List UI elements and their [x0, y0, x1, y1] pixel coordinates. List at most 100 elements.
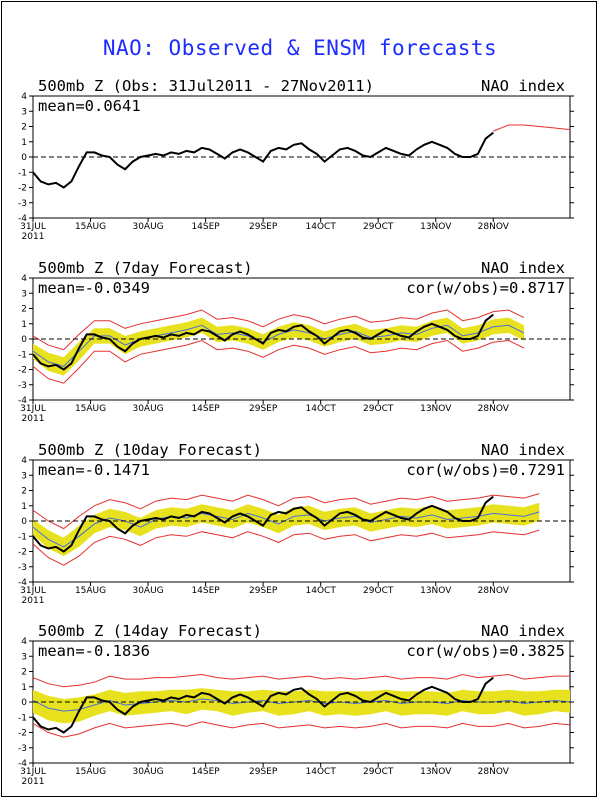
x-tick-label: 14SEP	[191, 222, 220, 232]
x-year-label: 2011	[22, 596, 45, 606]
y-tick-label: -4	[18, 578, 27, 588]
forecast-extension-line	[493, 124, 570, 132]
x-tick-label: 14OCT	[306, 586, 337, 596]
panel-3: 500mb Z (10day Forecast) NAO index mean=-0…	[18, 441, 574, 606]
x-tick-label: 31JUL	[20, 586, 46, 596]
min-line	[33, 721, 570, 738]
max-line	[33, 493, 540, 530]
x-tick-label: 15AUG	[75, 222, 106, 232]
spread-band	[33, 688, 570, 724]
y-tick-label: -3	[18, 563, 27, 573]
y-tick-label: -3	[18, 381, 27, 391]
panel-title: 500mb Z (Obs: 31Jul2011 - 27Nov2011)	[38, 77, 374, 95]
x-tick-label: 14SEP	[191, 404, 220, 414]
y-tick-label: 0	[21, 517, 27, 527]
y-tick-label: 1	[21, 502, 27, 512]
x-tick-label: 29OCT	[363, 767, 394, 777]
y-tick-label: 4	[21, 456, 27, 466]
y-tick-label: -1	[18, 532, 27, 542]
y-tick-label: -1	[18, 713, 27, 723]
y-tick-label: 0	[21, 153, 27, 163]
x-tick-label: 30AUG	[132, 404, 163, 414]
x-tick-label: 29SEP	[249, 404, 278, 414]
x-tick-label: 29OCT	[363, 404, 394, 414]
y-tick-label: 2	[21, 305, 27, 315]
x-tick-label: 29SEP	[249, 586, 278, 596]
x-tick-label: 15AUG	[75, 586, 106, 596]
x-year-label: 2011	[22, 777, 45, 787]
ensemble-mean-line	[33, 698, 570, 712]
x-tick-label: 13NOV	[420, 404, 452, 414]
y-tick-label: 3	[21, 289, 27, 299]
x-tick-label: 14OCT	[306, 222, 337, 232]
x-tick-label: 15AUG	[75, 767, 106, 777]
x-tick-label: 28NOV	[478, 404, 510, 414]
y-tick-label: -2	[18, 548, 27, 558]
panel-index-label: NAO index	[481, 259, 565, 277]
spread-band	[33, 317, 524, 376]
y-tick-label: 4	[21, 274, 27, 284]
y-tick-label: 2	[21, 668, 27, 678]
y-tick-label: 2	[21, 123, 27, 133]
y-tick-label: 3	[21, 652, 27, 662]
panel-title: 500mb Z (14day Forecast)	[38, 622, 262, 640]
x-year-label: 2011	[22, 232, 45, 242]
y-tick-label: -4	[18, 759, 27, 769]
plot-content	[33, 493, 570, 566]
x-tick-label: 28NOV	[478, 222, 510, 232]
x-tick-label: 30AUG	[132, 767, 163, 777]
panel-index-label: NAO index	[481, 622, 565, 640]
x-tick-label: 14SEP	[191, 586, 220, 596]
x-tick-label: 14SEP	[191, 767, 220, 777]
min-line	[33, 339, 525, 384]
y-tick-label: 3	[21, 471, 27, 481]
correlation-label: cor(w/obs)=0.8717	[406, 279, 565, 297]
panel-index-label: NAO index	[481, 441, 565, 459]
x-tick-label: 28NOV	[478, 767, 510, 777]
y-tick-label: 4	[21, 637, 27, 647]
observed-line	[33, 131, 494, 189]
x-tick-label: 31JUL	[20, 222, 46, 232]
y-tick-label: 3	[21, 107, 27, 117]
correlation-label: cor(w/obs)=0.7291	[406, 461, 565, 479]
mean-label: mean=0.0641	[38, 97, 141, 115]
y-tick-label: -2	[18, 729, 27, 739]
mean-label: mean=-0.1471	[38, 461, 150, 479]
x-tick-label: 14OCT	[306, 767, 337, 777]
y-tick-label: -4	[18, 214, 27, 224]
x-tick-label: 30AUG	[132, 586, 163, 596]
panel-title: 500mb Z (7day Forecast)	[38, 259, 253, 277]
correlation-label: cor(w/obs)=0.3825	[406, 642, 565, 660]
y-tick-label: -3	[18, 744, 27, 754]
y-tick-label: 0	[21, 335, 27, 345]
x-year-label: 2011	[22, 414, 45, 424]
y-tick-label: -1	[18, 350, 27, 360]
mean-label: mean=-0.1836	[38, 642, 150, 660]
panel-2: 500mb Z (7day Forecast) NAO index mean=-0.…	[18, 259, 574, 424]
panel-4: 500mb Z (14day Forecast) NAO index mean=-0…	[18, 622, 574, 787]
panel-index-label: NAO index	[481, 77, 565, 95]
plot-content	[33, 309, 570, 384]
x-tick-label: 29OCT	[363, 586, 394, 596]
x-tick-label: 13NOV	[420, 767, 452, 777]
x-tick-label: 15AUG	[75, 404, 106, 414]
y-tick-label: 1	[21, 683, 27, 693]
x-tick-label: 28NOV	[478, 586, 510, 596]
y-tick-label: -1	[18, 168, 27, 178]
max-line	[33, 673, 570, 688]
x-tick-label: 29SEP	[249, 767, 278, 777]
panel-title: 500mb Z (10day Forecast)	[38, 441, 262, 459]
panel-1: 500mb Z (Obs: 31Jul2011 - 27Nov2011) NAO …	[18, 77, 574, 242]
x-tick-label: 30AUG	[132, 222, 163, 232]
max-line	[33, 309, 525, 351]
main-title: NAO: Observed & ENSM forecasts	[102, 36, 498, 60]
x-tick-label: 31JUL	[20, 404, 46, 414]
observed-line	[33, 676, 494, 734]
min-line	[33, 529, 540, 566]
y-tick-label: 0	[21, 698, 27, 708]
x-tick-label: 29SEP	[249, 222, 278, 232]
x-tick-label: 14OCT	[306, 404, 337, 414]
x-tick-label: 13NOV	[420, 222, 452, 232]
y-tick-label: -2	[18, 184, 27, 194]
observed-line	[33, 495, 494, 553]
